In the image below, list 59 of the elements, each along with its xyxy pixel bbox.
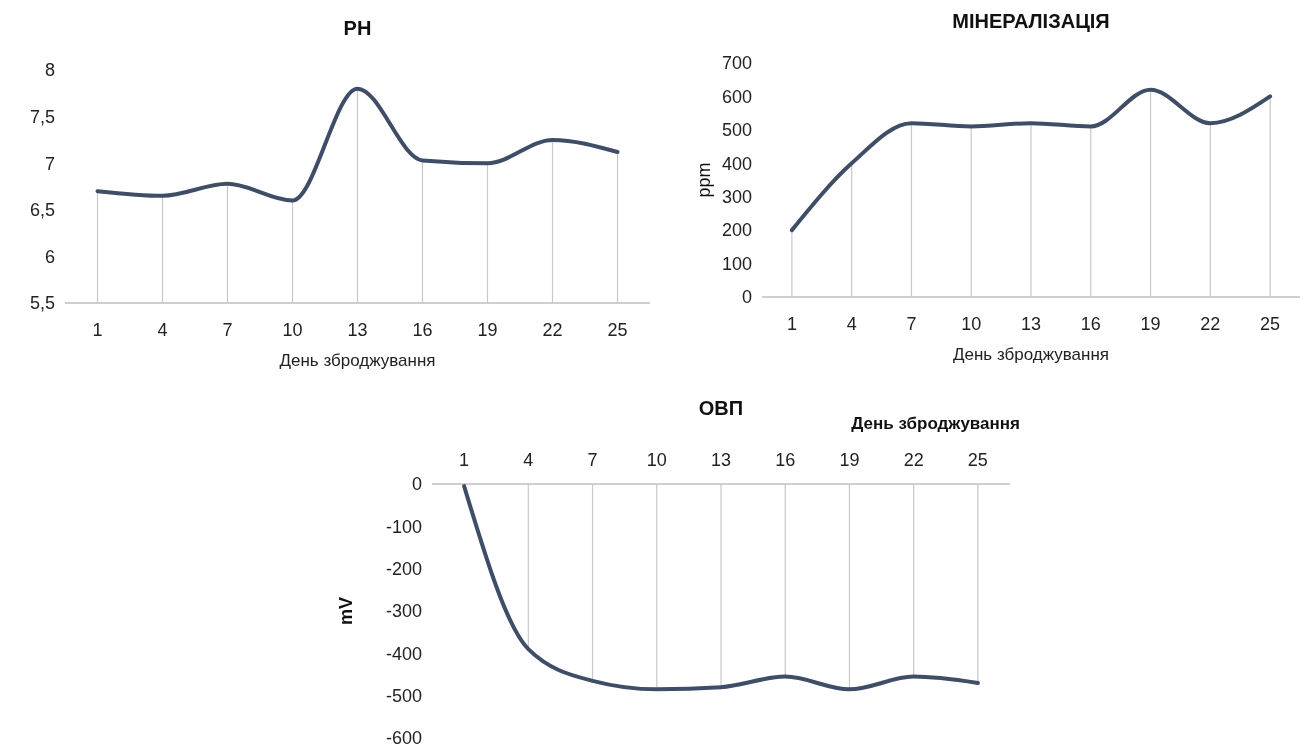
line-series [95, 86, 620, 203]
x-tick-label: 22 [903, 450, 924, 470]
chart-title: ОВП [698, 397, 744, 419]
y-tick-label: 7 [44, 153, 55, 174]
chart-title: PH [343, 17, 372, 39]
line-series [462, 484, 980, 692]
x-tick-label: 22 [542, 320, 563, 340]
y-tick-label: 0 [411, 474, 422, 495]
y-tick-label: 5,5 [29, 293, 55, 314]
x-axis-title: День зброджування [279, 351, 436, 370]
x-tick-label: 22 [1200, 314, 1221, 334]
y-tick-label: -200 [385, 558, 422, 579]
x-tick-label: 13 [710, 450, 732, 470]
y-tick-label: 700 [721, 53, 752, 74]
x-tick-label: 25 [1260, 314, 1281, 334]
y-tick-label: 6,5 [29, 200, 55, 221]
y-tick-label: 500 [721, 120, 752, 141]
x-axis-title: День зброджування [952, 345, 1110, 364]
y-tick-label: -300 [385, 601, 422, 622]
x-tick-label: 7 [906, 314, 917, 334]
y-tick-label: 400 [721, 153, 752, 174]
y-tick-label: 7,5 [29, 106, 55, 127]
x-tick-label: 7 [587, 450, 598, 470]
x-tick-label: 4 [846, 314, 857, 334]
x-tick-label: 1 [459, 450, 470, 470]
x-tick-label: 10 [961, 314, 982, 334]
x-tick-label: 1 [786, 314, 797, 334]
y-tick-label: -500 [385, 685, 422, 706]
y-tick-label: 8 [44, 60, 55, 81]
x-tick-label: 16 [775, 450, 796, 470]
x-tick-label: 19 [477, 320, 498, 340]
x-tick-label: 7 [222, 320, 233, 340]
line-series [789, 87, 1273, 233]
x-tick-label: 13 [347, 320, 368, 340]
y-tick-label: 300 [721, 187, 752, 208]
x-tick-label: 13 [1020, 314, 1042, 334]
chart-title: МІНЕРАЛІЗАЦІЯ [952, 10, 1110, 32]
y-tick-label: 0 [741, 287, 752, 308]
y-tick-label: 100 [721, 253, 752, 274]
x-tick-label: 4 [157, 320, 168, 340]
x-tick-label: 25 [607, 320, 628, 340]
x-axis-title: День зброджування [851, 414, 1020, 433]
x-tick-label: 1 [92, 320, 103, 340]
y-tick-label: 600 [721, 86, 752, 107]
x-tick-label: 16 [1080, 314, 1101, 334]
x-tick-label: 10 [282, 320, 303, 340]
x-tick-label: 16 [412, 320, 433, 340]
x-tick-label: 4 [523, 450, 534, 470]
x-tick-label: 25 [967, 450, 988, 470]
y-axis-title: mV [336, 596, 356, 626]
x-tick-label: 19 [839, 450, 860, 470]
y-axis-title: ppm [694, 162, 714, 198]
x-tick-label: 19 [1140, 314, 1161, 334]
y-tick-label: -600 [385, 728, 422, 749]
y-tick-label: -400 [385, 643, 422, 664]
x-tick-label: 10 [646, 450, 667, 470]
y-tick-label: 200 [721, 220, 752, 241]
y-tick-label: -100 [385, 516, 422, 537]
y-tick-label: 6 [44, 246, 55, 267]
